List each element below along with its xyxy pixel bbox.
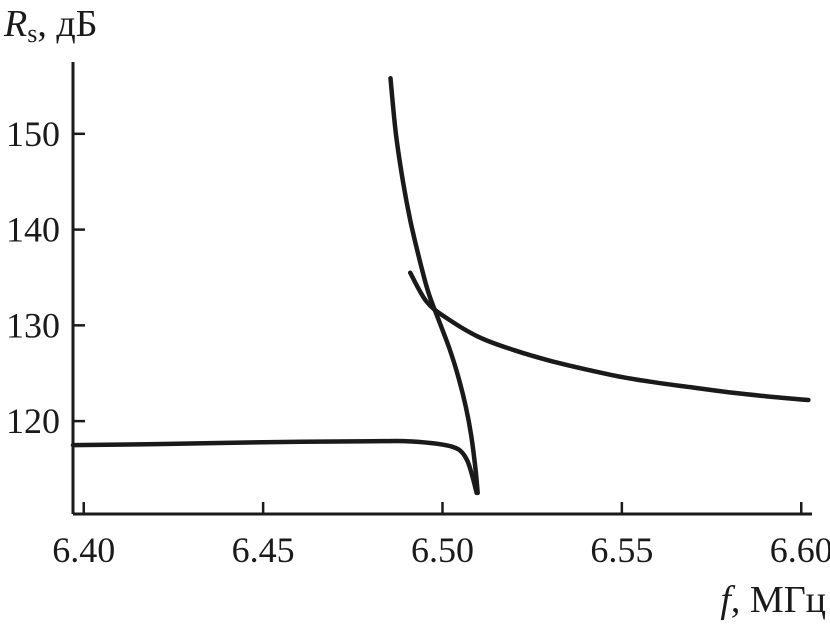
series-line-1 — [70, 438, 479, 496]
x-axis-label: f, МГц — [720, 579, 826, 621]
y-tick-label: 140 — [6, 210, 60, 250]
x-tick-label: 6.40 — [52, 530, 115, 570]
y-axis-label-unit: , дБ — [37, 3, 97, 45]
x-tick-label: 6.55 — [590, 530, 653, 570]
y-tick-label: 120 — [6, 401, 60, 441]
y-axis-label: Rs, дБ — [3, 3, 98, 48]
series-group — [70, 76, 811, 496]
series-line-3 — [407, 270, 811, 403]
y-axis-label-subscript: s — [27, 19, 37, 48]
y-tick-label: 150 — [6, 114, 60, 154]
y-tick-label: 130 — [6, 305, 60, 345]
x-tick-label: 6.50 — [411, 530, 474, 570]
y-axis-label-symbol: R — [3, 3, 27, 45]
series-line-2 — [388, 76, 480, 496]
x-tick-label: 6.60 — [770, 530, 830, 570]
ticks: 6.40 6.45 6.50 6.55 6.60 120 130 140 150 — [6, 114, 830, 570]
x-axis-label-unit: , МГц — [731, 579, 826, 621]
x-tick-label: 6.45 — [232, 530, 295, 570]
